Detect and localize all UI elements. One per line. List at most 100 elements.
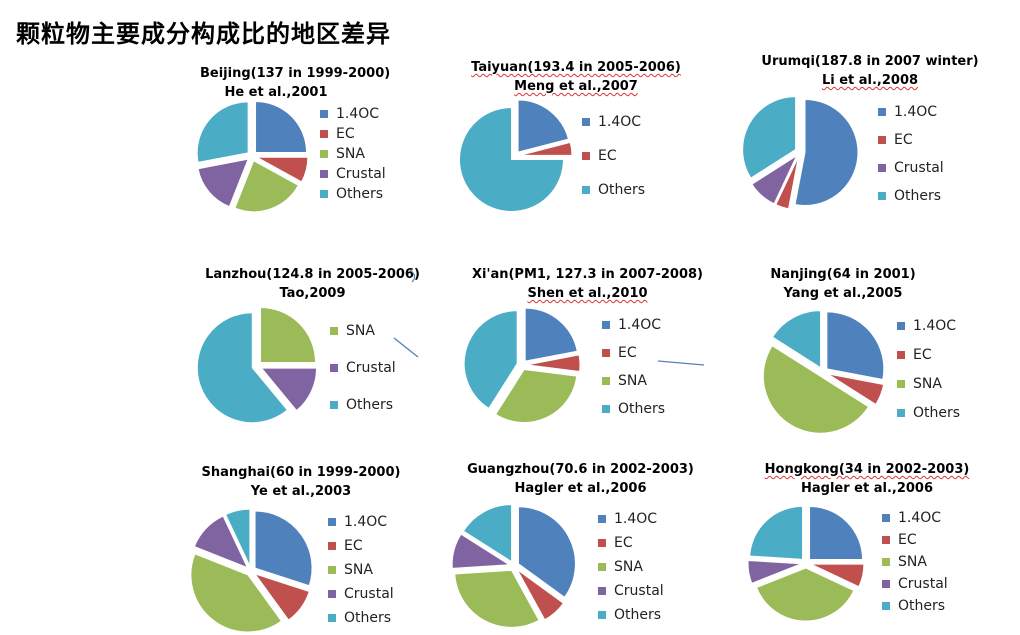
pie-slice-others <box>462 504 513 563</box>
legend-item: Crustal <box>598 583 664 599</box>
legend-label: EC <box>913 347 932 363</box>
pie-slice-ec <box>516 569 565 621</box>
pie-slice-others <box>463 310 518 410</box>
chart-2-pie <box>459 99 573 212</box>
legend-label: Others <box>898 598 946 614</box>
legend-swatch <box>320 150 328 158</box>
pie-slice-crustal <box>451 533 511 569</box>
chart-9-title: Hongkong(34 in 2002-2003) Hagler et al.,2… <box>752 460 982 498</box>
legend-swatch <box>320 190 328 198</box>
legend-label: EC <box>598 148 617 164</box>
pie-slice-others <box>196 101 249 163</box>
legend-item: 1.4OC <box>602 317 661 333</box>
pie-slice-others <box>459 107 564 212</box>
legend-swatch <box>602 405 610 413</box>
legend-label: EC <box>894 132 913 148</box>
legend-label: SNA <box>344 562 373 578</box>
legend-swatch <box>602 349 610 357</box>
legend-swatch <box>320 170 328 178</box>
pie-slice-1-4oc <box>809 505 864 560</box>
chart-9-pie <box>747 505 865 622</box>
chart-title: Hongkong(34 in 2002-2003) <box>764 462 970 477</box>
legend-label: 1.4OC <box>344 514 388 530</box>
legend-item: EC <box>878 132 913 148</box>
legend-item: EC <box>602 345 637 361</box>
legend-item: SNA <box>602 373 647 389</box>
legend-label: SNA <box>336 146 365 162</box>
legend-swatch <box>582 186 590 194</box>
chart-6-pie <box>762 310 885 434</box>
legend-swatch <box>882 514 890 522</box>
chart-title: Urumqi(187.8 in 2007 winter) <box>761 54 979 69</box>
legend-item: 1.4OC <box>320 106 379 122</box>
legend-label: SNA <box>614 559 643 575</box>
chart-7-pie <box>190 508 313 633</box>
chart-subtitle: Tao,2009 <box>279 286 346 301</box>
legend-item: Others <box>582 182 645 198</box>
legend-swatch <box>882 580 890 588</box>
legend-label: EC <box>336 126 355 142</box>
legend-swatch <box>330 364 338 372</box>
legend-swatch <box>320 130 328 138</box>
legend-label: Others <box>614 607 662 623</box>
pie-slice-sna <box>234 159 300 213</box>
pie-slice-sna <box>762 344 870 434</box>
pie-slice-1-4oc <box>524 307 578 362</box>
legend-label: EC <box>618 345 637 361</box>
pie-slice-others <box>749 505 804 560</box>
legend-label: 1.4OC <box>898 510 942 526</box>
chart-subtitle: Yang et al.,2005 <box>783 286 903 301</box>
legend-item: Crustal <box>330 360 396 376</box>
legend-swatch <box>598 563 606 571</box>
pie-slice-others <box>224 508 251 567</box>
legend-swatch <box>878 136 886 144</box>
pie-slice-crustal <box>751 154 798 205</box>
legend-item: EC <box>582 148 617 164</box>
pie-slice-sna <box>190 553 283 633</box>
pie-slice-1-4oc <box>517 506 576 598</box>
legend-label: Others <box>346 397 394 413</box>
chart-subtitle: Hagler et al.,2006 <box>514 481 647 496</box>
page-title: 颗粒物主要成分构成比的地区差异 <box>16 20 391 48</box>
legend-swatch <box>328 518 336 526</box>
chart-3-title: Urumqi(187.8 in 2007 winter) Li et al.,20… <box>755 52 985 90</box>
chart-title: Nanjing(64 in 2001) <box>770 267 916 282</box>
pie-slice-others <box>196 312 289 424</box>
pie-slice-crustal <box>260 367 318 412</box>
pie-slice-ec <box>253 572 310 621</box>
pie-slice-others <box>742 96 797 179</box>
chart-6-title: Nanjing(64 in 2001) Yang et al.,2005 <box>768 265 918 303</box>
decorative-line-1 <box>393 337 419 358</box>
decorative-line-2 <box>657 360 705 366</box>
legend-item: EC <box>598 535 633 551</box>
legend-label: 1.4OC <box>913 318 957 334</box>
decorative-line-3 <box>409 269 416 283</box>
legend-label: EC <box>614 535 633 551</box>
legend-label: Crustal <box>614 583 664 599</box>
legend-item: Others <box>897 405 960 421</box>
legend-label: 1.4OC <box>336 106 380 122</box>
legend-item: 1.4OC <box>897 318 956 334</box>
pie-slice-crustal <box>197 158 249 208</box>
chart-title: Taiyuan(193.4 in 2005-2006) <box>471 60 681 75</box>
pie-slice-ec <box>827 373 885 406</box>
legend-item: Others <box>328 610 391 626</box>
legend-swatch <box>878 108 886 116</box>
pie-slice-ec <box>775 156 799 210</box>
legend-swatch <box>878 192 886 200</box>
pie-slice-ec <box>526 354 581 373</box>
legend-label: 1.4OC <box>614 511 658 527</box>
legend-swatch <box>330 401 338 409</box>
legend-swatch <box>328 542 336 550</box>
chart-8-title: Guangzhou(70.6 in 2002-2003) Hagler et al… <box>458 460 703 498</box>
legend-swatch <box>602 377 610 385</box>
chart-title: Xi'an(PM1, 127.3 in 2007-2008) <box>472 267 703 282</box>
chart-4-title: Lanzhou(124.8 in 2005-2006) Tao,2009 <box>205 265 420 303</box>
pie-slice-crustal <box>747 559 802 584</box>
legend-swatch <box>330 327 338 335</box>
pie-slice-ec <box>256 156 309 183</box>
legend-item: SNA <box>330 323 375 339</box>
pie-slice-sna <box>260 306 317 363</box>
chart-subtitle: He et al.,2001 <box>224 85 328 100</box>
legend-item: 1.4OC <box>582 114 641 130</box>
